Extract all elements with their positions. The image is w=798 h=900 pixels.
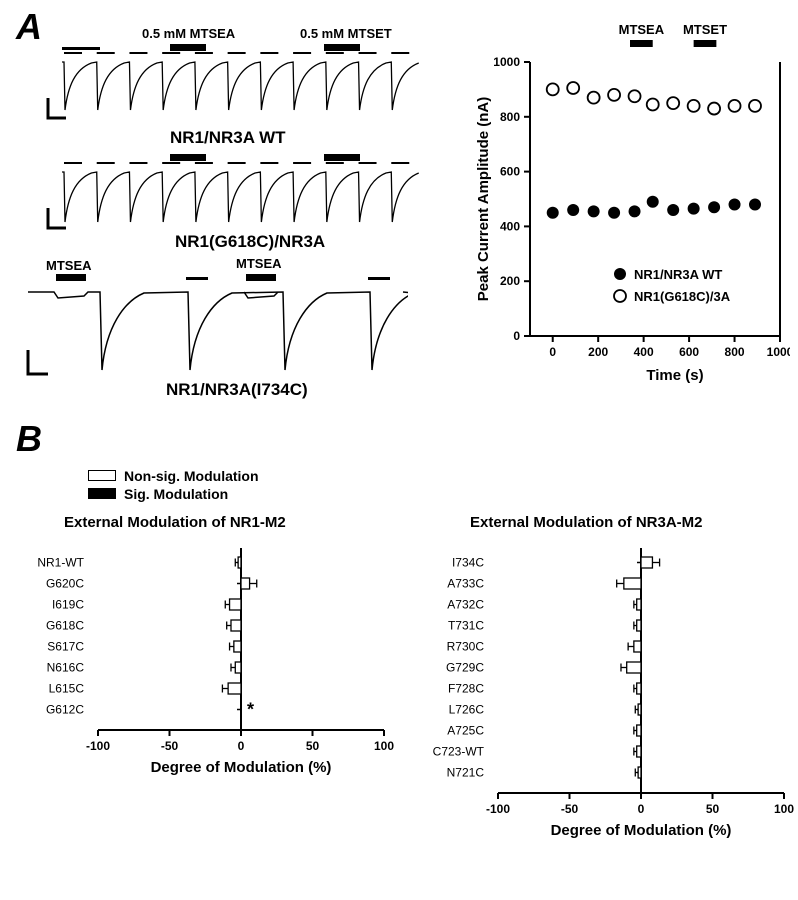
trace-label-2: NR1(G618C)/NR3A bbox=[175, 232, 325, 252]
trace-row-1: 0.5 mM MTSEA 0.5 mM MTSET bbox=[62, 32, 432, 120]
svg-text:800: 800 bbox=[500, 110, 520, 124]
svg-text:G618C: G618C bbox=[46, 619, 84, 633]
svg-text:NR1/NR3A WT: NR1/NR3A WT bbox=[634, 267, 722, 282]
mtsea-label-1: 0.5 mM MTSEA bbox=[142, 26, 235, 41]
mtset-bar-2 bbox=[324, 154, 360, 161]
svg-text:50: 50 bbox=[306, 739, 320, 753]
svg-text:100: 100 bbox=[374, 739, 394, 753]
svg-text:100: 100 bbox=[774, 802, 794, 816]
scatter-plot: 0 200 400 600 800 1000 0 200 400 600 800 1000 Peak C… bbox=[470, 20, 790, 400]
trace-label-3: NR1/NR3A(I734C) bbox=[166, 380, 308, 400]
mtsea-bar-1 bbox=[170, 44, 206, 51]
svg-text:G729C: G729C bbox=[446, 661, 484, 675]
svg-text:0: 0 bbox=[513, 329, 520, 343]
trace-svg-3 bbox=[28, 280, 408, 375]
svg-text:N721C: N721C bbox=[447, 766, 485, 780]
svg-text:C723-WT: C723-WT bbox=[433, 745, 485, 759]
svg-text:MTSEA: MTSEA bbox=[619, 22, 665, 37]
svg-text:1000: 1000 bbox=[767, 345, 790, 359]
mtset-label-1: 0.5 mM MTSET bbox=[300, 26, 392, 41]
svg-text:0: 0 bbox=[238, 739, 245, 753]
svg-text:G612C: G612C bbox=[46, 703, 84, 717]
svg-text:0: 0 bbox=[549, 345, 556, 359]
svg-text:*: * bbox=[247, 700, 254, 720]
mtsea-bar-2 bbox=[170, 154, 206, 161]
svg-text:A732C: A732C bbox=[447, 598, 484, 612]
svg-text:N616C: N616C bbox=[47, 661, 85, 675]
mtsea-bar-3b bbox=[246, 274, 276, 281]
svg-text:S617C: S617C bbox=[47, 640, 84, 654]
legend-nonsig-text: Non-sig. Modulation bbox=[124, 468, 259, 484]
svg-text:400: 400 bbox=[634, 345, 654, 359]
barchart-left: -100 -50 0 50 100 Degree of Modulation (%) NR1… bbox=[20, 540, 400, 880]
trace-svg-1 bbox=[62, 50, 432, 120]
svg-text:-100: -100 bbox=[486, 802, 510, 816]
mtset-bar-1 bbox=[324, 44, 360, 51]
trace-svg-2 bbox=[62, 160, 432, 230]
stim-bar bbox=[62, 47, 100, 50]
scalebar-2 bbox=[40, 206, 70, 236]
svg-text:-100: -100 bbox=[86, 739, 110, 753]
legend-sig-text: Sig. Modulation bbox=[124, 486, 228, 502]
svg-text:400: 400 bbox=[500, 219, 520, 233]
svg-text:Degree of Modulation (%): Degree of Modulation (%) bbox=[551, 822, 732, 839]
svg-text:50: 50 bbox=[706, 802, 720, 816]
svg-text:F728C: F728C bbox=[448, 682, 484, 696]
panel-b-label: B bbox=[16, 418, 42, 460]
svg-text:Peak Current Amplitude (nA): Peak Current Amplitude (nA) bbox=[475, 97, 492, 301]
barchart-right: -100 -50 0 50 100 Degree of Modulation (%) I73… bbox=[420, 540, 798, 880]
svg-text:L726C: L726C bbox=[449, 703, 485, 717]
stim-bar-3a bbox=[186, 277, 208, 280]
barchart-title-left: External Modulation of NR1-M2 bbox=[64, 514, 286, 531]
svg-text:-50: -50 bbox=[161, 739, 179, 753]
svg-text:600: 600 bbox=[679, 345, 699, 359]
mtsea-label-3a: MTSEA bbox=[46, 258, 92, 273]
mtsea-label-3b: MTSEA bbox=[236, 256, 282, 271]
svg-text:NR1-WT: NR1-WT bbox=[37, 556, 84, 570]
svg-text:A725C: A725C bbox=[447, 724, 484, 738]
svg-text:200: 200 bbox=[588, 345, 608, 359]
trace-row-3: MTSEA MTSEA bbox=[28, 266, 408, 375]
svg-text:0: 0 bbox=[638, 802, 645, 816]
svg-text:R730C: R730C bbox=[447, 640, 485, 654]
svg-text:-50: -50 bbox=[561, 802, 579, 816]
svg-text:T731C: T731C bbox=[448, 619, 484, 633]
svg-text:G620C: G620C bbox=[46, 577, 84, 591]
svg-text:L615C: L615C bbox=[49, 682, 85, 696]
trace-label-1: NR1/NR3A WT bbox=[170, 128, 286, 148]
mtsea-bar-3a bbox=[56, 274, 86, 281]
trace-row-2 bbox=[62, 154, 432, 230]
svg-text:Time (s): Time (s) bbox=[646, 367, 703, 384]
legend-sig-box bbox=[88, 488, 116, 499]
svg-text:MTSET: MTSET bbox=[683, 22, 727, 37]
svg-text:600: 600 bbox=[500, 165, 520, 179]
barchart-title-right: External Modulation of NR3A-M2 bbox=[470, 514, 703, 531]
scalebar-3 bbox=[18, 348, 52, 382]
svg-text:1000: 1000 bbox=[493, 55, 520, 69]
stim-bar-3b bbox=[368, 277, 390, 280]
svg-text:NR1(G618C)/3A: NR1(G618C)/3A bbox=[634, 289, 731, 304]
scalebar-1 bbox=[40, 96, 70, 126]
svg-text:Degree of Modulation (%): Degree of Modulation (%) bbox=[151, 759, 332, 776]
panel-a-label: A bbox=[16, 6, 42, 48]
svg-text:I734C: I734C bbox=[452, 556, 484, 570]
svg-text:I619C: I619C bbox=[52, 598, 84, 612]
legend-nonsig-box bbox=[88, 470, 116, 481]
svg-text:200: 200 bbox=[500, 274, 520, 288]
svg-text:A733C: A733C bbox=[447, 577, 484, 591]
svg-text:800: 800 bbox=[725, 345, 745, 359]
